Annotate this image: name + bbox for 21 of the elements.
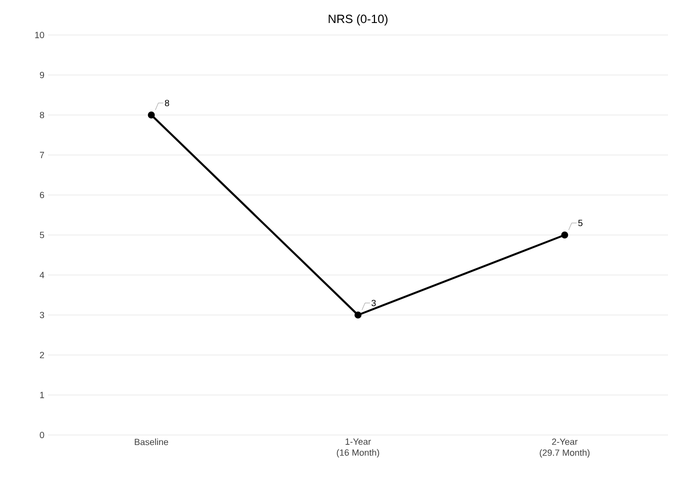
data-label: 3	[372, 300, 376, 306]
x-tick-label: 1-Year (16 Month)	[336, 438, 380, 458]
y-tick-label: 9	[40, 72, 44, 78]
y-tick-label: 6	[40, 192, 44, 198]
y-tick-label: 8	[40, 112, 44, 118]
x-tick-label: Baseline	[134, 438, 168, 446]
y-tick-label: 5	[40, 232, 44, 238]
y-tick-label: 4	[40, 272, 44, 278]
chart-title: NRS (0-10)	[328, 14, 388, 26]
point	[148, 112, 155, 118]
x-tick-label: 2-Year (29.7 Month)	[540, 438, 590, 458]
data-label: 8	[164, 100, 170, 106]
y-tick-label: 0	[40, 432, 44, 438]
point	[561, 232, 568, 238]
y-tick-label: 7	[40, 152, 44, 158]
y-tick-label: 2	[40, 352, 44, 358]
y-tick-label: 10	[35, 32, 44, 38]
y-tick-label: 1	[40, 392, 44, 398]
y-tick-label: 3	[40, 312, 44, 318]
point	[354, 312, 362, 318]
data-label: 5	[578, 220, 582, 226]
